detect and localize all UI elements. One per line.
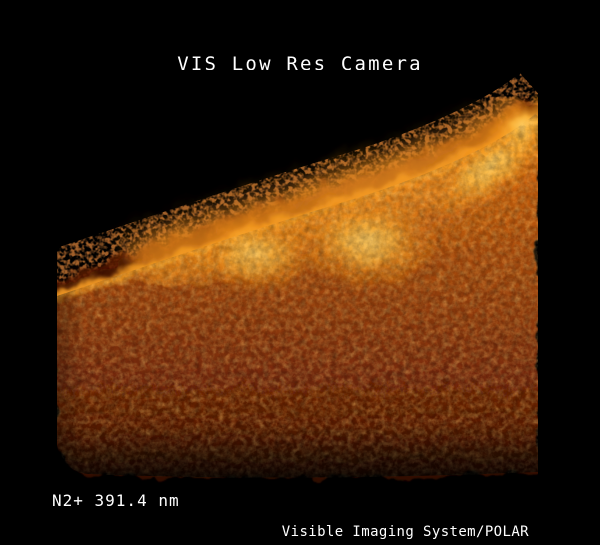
credit-block: Visible Imaging System/POLAR The Univers… — [246, 492, 529, 545]
aurora-image — [57, 70, 538, 487]
aurora-image-frame — [57, 70, 538, 487]
wavelength-filter-label: N2+ 391.4 nm — [52, 491, 180, 510]
credit-line-instrument: Visible Imaging System/POLAR — [281, 524, 529, 540]
